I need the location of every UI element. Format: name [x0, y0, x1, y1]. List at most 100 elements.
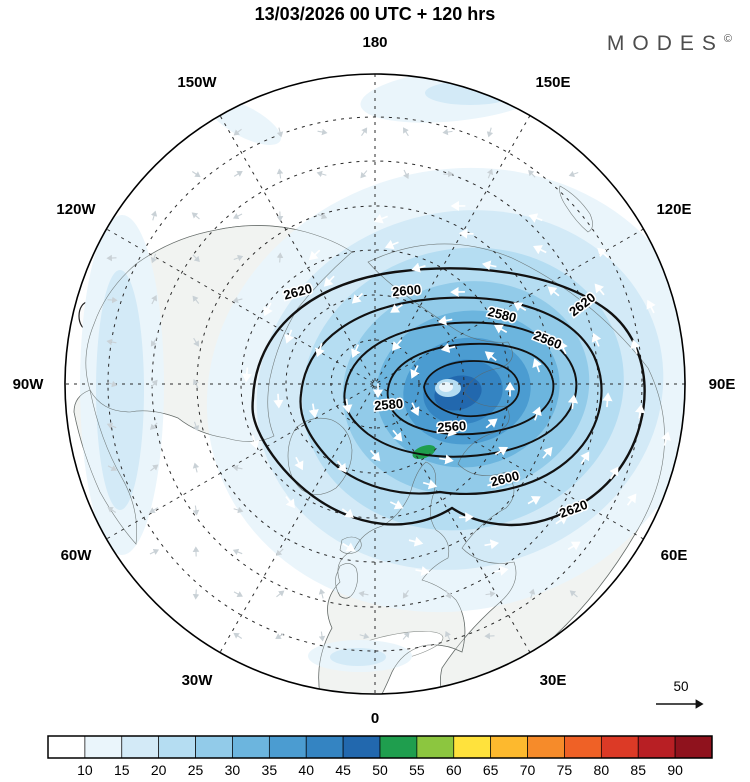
wind-arrow — [542, 446, 553, 459]
wind-arrow — [609, 466, 619, 480]
wind-arrow — [626, 493, 637, 506]
wind-arrow — [555, 515, 569, 525]
shading-bottom-patch-core — [330, 648, 386, 666]
background-wind-arrow — [232, 548, 243, 556]
background-wind-arrow — [359, 632, 370, 640]
background-wind-arrow — [275, 548, 284, 556]
lon-label-60e: 60E — [661, 547, 688, 564]
wind-arrow — [591, 332, 602, 347]
colorbar-tick-label: 90 — [667, 762, 683, 778]
background-wind-arrow — [276, 252, 284, 263]
wind-arrow — [440, 343, 456, 353]
wind-arrow — [484, 351, 497, 362]
background-wind-arrow — [276, 590, 285, 598]
background-wind-arrow — [276, 168, 284, 179]
background-wind-arrow — [150, 210, 158, 221]
wind-arrow — [493, 324, 508, 334]
wind-arrow — [597, 247, 609, 259]
background-wind-arrow — [106, 422, 117, 430]
colorbar-tick-label: 25 — [188, 762, 204, 778]
wind-arrow — [284, 329, 295, 344]
colorbar-tick-label: 30 — [225, 762, 241, 778]
wind-arrow — [415, 566, 430, 577]
background-wind-arrow — [360, 170, 368, 179]
background-wind-arrow — [233, 591, 243, 597]
background-wind-arrow — [193, 337, 199, 347]
wind-arrow — [341, 508, 354, 519]
wind-arrow — [411, 262, 426, 273]
wind-arrow — [437, 315, 453, 326]
colorbar-cell — [232, 735, 270, 759]
wind-arrow — [351, 292, 364, 304]
colorbar-frame — [47, 735, 713, 759]
background-wind-arrow — [149, 548, 160, 555]
contour-label: 2560 — [437, 418, 467, 435]
background-wind-arrow — [192, 378, 199, 389]
wind-arrow — [373, 213, 388, 224]
wind-arrow — [241, 367, 252, 383]
background-wind-arrow — [485, 590, 496, 598]
background-wind-arrow — [232, 296, 243, 304]
background-wind-arrow — [486, 168, 494, 179]
colorbar-tick-label: 55 — [409, 762, 425, 778]
background-wind-arrow — [318, 588, 326, 599]
background-wind-arrow — [192, 462, 200, 473]
wind-arrow — [408, 536, 424, 547]
wind-arrow — [602, 392, 613, 408]
wind-arrow — [485, 418, 498, 429]
wind-arrow — [527, 496, 541, 505]
wind-arrow — [567, 541, 581, 551]
wind-arrow — [249, 434, 260, 450]
background-wind-arrow — [150, 464, 159, 472]
background-wind-arrow — [317, 212, 328, 220]
background-wind-arrow — [149, 507, 159, 513]
wind-arrow — [493, 565, 509, 576]
colorbar-cell — [379, 735, 418, 759]
wind-arrow — [392, 429, 403, 442]
wind-arrow — [342, 542, 356, 552]
wind-arrow — [351, 344, 361, 359]
latitude-circle — [285, 294, 465, 474]
background-wind-arrow — [358, 590, 369, 598]
colorbar-tick-label: 45 — [335, 762, 351, 778]
colorbar-cell — [637, 735, 676, 759]
lon-label-150w: 150W — [177, 74, 217, 91]
wind-arrow — [661, 431, 671, 446]
wind-arrow — [594, 283, 605, 296]
background-wind-arrow — [150, 379, 158, 388]
brand-logo: MODES© — [607, 32, 740, 55]
contour-2560 — [386, 342, 555, 436]
page-title: 13/03/2026 00 UTC + 120 hrs — [255, 4, 496, 24]
contour-label: 2580 — [374, 396, 404, 413]
wind-arrow — [391, 339, 403, 351]
contour-2540 — [423, 360, 520, 417]
background-wind-arrow — [442, 128, 453, 136]
wind-arrow — [315, 342, 325, 358]
wind-arrow — [442, 426, 457, 437]
colorbar-cell — [195, 735, 233, 759]
wind-scale: 50 — [656, 679, 704, 709]
colorbar-cell — [600, 735, 639, 759]
colorbar-cell — [416, 735, 455, 759]
wind-arrow — [294, 456, 304, 471]
colorbar-tick-label: 85 — [630, 762, 646, 778]
wind-arrow — [285, 496, 295, 509]
longitude-labels: 180 150W 150E 120W 120E 90W 90E 60W 60E … — [13, 34, 736, 727]
wind-arrow — [323, 275, 335, 287]
colorbar-cell — [158, 735, 196, 759]
brand-text: MODES — [607, 32, 724, 55]
wind-arrow — [390, 303, 403, 313]
wind-arrow — [273, 393, 284, 409]
contour-2620 — [251, 267, 646, 527]
colorbar-cell — [453, 735, 492, 759]
wind-arrow — [580, 451, 590, 465]
wind-arrow — [567, 394, 579, 410]
background-wind-arrow — [316, 170, 327, 178]
background-wind-arrow — [233, 506, 244, 514]
wind-arrow — [336, 460, 347, 473]
background-wind-arrow — [568, 170, 579, 178]
wind-arrows — [241, 200, 671, 577]
background-wind-arrow — [402, 589, 409, 599]
background-wind-arrows — [106, 127, 579, 642]
background-wind-arrow — [528, 169, 536, 178]
